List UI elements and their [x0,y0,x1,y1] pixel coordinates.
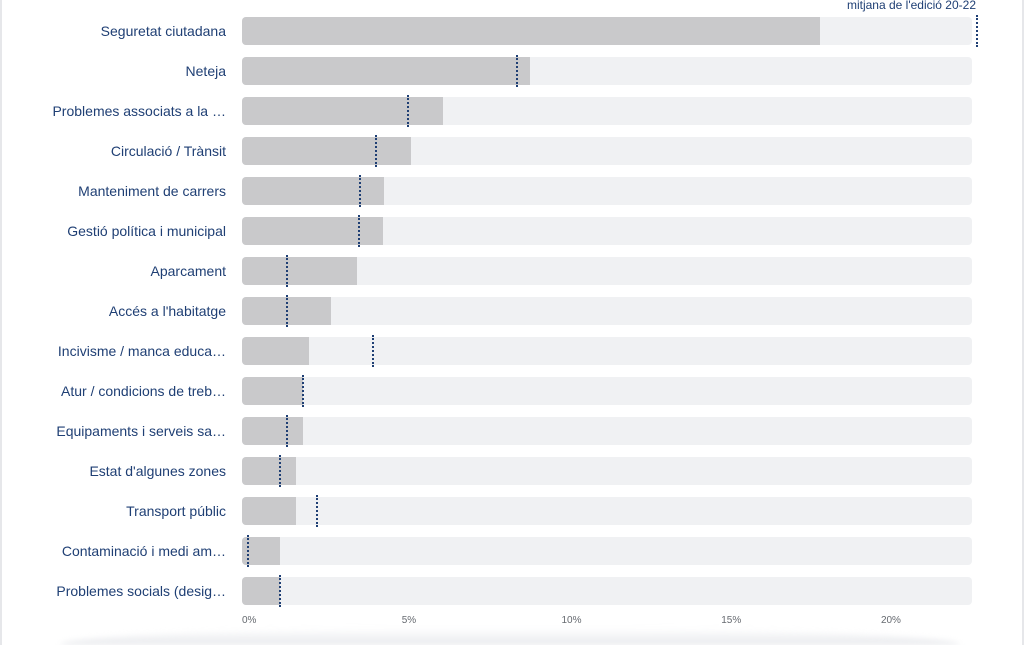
bottom-shadow [60,628,960,645]
bar-track [242,97,972,125]
bar[interactable] [242,577,281,605]
average-marker [407,95,410,127]
x-tick-label: 5% [401,615,417,626]
average-marker [359,175,362,207]
bar[interactable] [242,177,385,205]
bar[interactable] [242,257,357,285]
average-marker [279,575,282,607]
category-label: Problemes socials (desig… [56,583,226,599]
x-tick-label: 10% [561,615,582,626]
bar[interactable] [242,57,530,85]
bar[interactable] [242,137,412,165]
x-tick-label: 20% [880,615,901,626]
chart-frame-right [1022,0,1024,645]
category-label: Seguretat ciutadana [100,23,226,39]
bar[interactable] [242,417,303,445]
category-label: Gestió política i municipal [67,223,226,239]
average-marker [375,135,378,167]
bar[interactable] [242,377,303,405]
average-marker [357,215,360,247]
bar-track [242,257,972,285]
bar-track [242,457,972,485]
category-label: Accés a l'habitatge [108,303,226,319]
category-label: Atur / condicions de treb… [61,383,226,399]
bar-track [242,537,972,565]
category-label: Circulació / Trànsit [110,143,226,159]
average-marker [285,255,288,287]
category-label: Contaminació i medi am… [61,543,226,559]
chart-frame-left [0,0,2,645]
bar-track [242,337,972,365]
bar-track [242,17,972,45]
category-label: Problemes associats a la … [52,103,226,119]
bar[interactable] [242,497,297,525]
x-tick-label: 0% [242,615,257,626]
category-label: Equipaments i serveis sa… [56,423,226,439]
average-marker [316,495,319,527]
average-marker [279,455,282,487]
bar-track [242,377,972,405]
average-marker [515,55,518,87]
category-label: Manteniment de carrers [78,183,226,199]
category-label: Transport públic [126,503,226,519]
bar[interactable] [242,337,310,365]
category-label: Neteja [185,63,226,79]
category-label: Aparcament [150,263,226,279]
average-legend-label: mitjana de l'edició 20-22 [846,0,976,12]
average-marker [301,375,304,407]
bar-track [242,137,972,165]
bar-track [242,177,972,205]
bar[interactable] [242,457,297,485]
category-label: Incivisme / manca educa… [57,343,226,359]
category-label: Estat d'algunes zones [89,463,226,479]
bar-track [242,297,972,325]
bar-track [242,577,972,605]
bar-track [242,57,972,85]
average-marker [371,335,374,367]
average-marker [285,295,288,327]
bar-track [242,497,972,525]
bar-track [242,217,972,245]
bar[interactable] [242,17,821,45]
x-tick-label: 15% [721,615,742,626]
average-marker [285,415,288,447]
average-marker [247,535,250,567]
bar[interactable] [242,97,444,125]
bar[interactable] [242,217,383,245]
average-marker [975,15,978,47]
bar-track [242,417,972,445]
